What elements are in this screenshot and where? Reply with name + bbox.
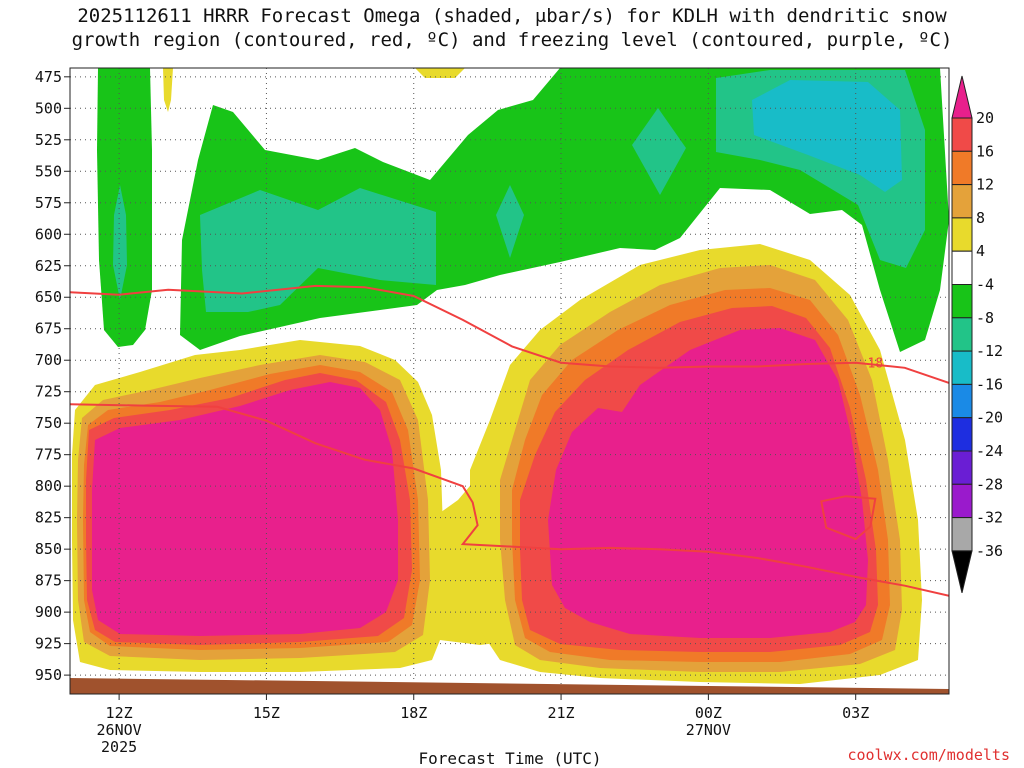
y-tick-label-775: 775 <box>35 446 62 464</box>
y-tick-label-900: 900 <box>35 603 62 621</box>
dgz-contour-top <box>70 284 949 384</box>
y-axis: 475 500 525 550 575 600 625 650 675 700 725 750 775 8… <box>35 68 70 684</box>
y-tick-label-850: 850 <box>35 540 62 558</box>
x-tick-label-21Z: 21Z <box>548 704 575 722</box>
omega-yellow-patch-top-small <box>163 68 173 112</box>
colorbar-label-11: -28 <box>976 475 1003 493</box>
x-tick-label-15Z: 15Z <box>253 704 280 722</box>
colorbar-label-1: 16 <box>976 142 994 160</box>
colorbar-cell-12 <box>951 483 973 519</box>
colorbar-cell-13 <box>951 517 973 552</box>
colorbar: 20 16 12 8 4 -4 -8 -12 -16 -20 -24 -28 -32 -36 <box>951 75 1003 594</box>
colorbar-cell-8 <box>951 350 973 385</box>
omega-teal-region-center-right <box>632 108 686 195</box>
colorbar-label-0: 20 <box>976 109 994 127</box>
x-tick-year-12Z: 2025 <box>101 738 137 756</box>
omega-teal-region-left-strip <box>113 185 127 300</box>
omega-teal-region-small <box>496 185 524 258</box>
y-tick-label-875: 875 <box>35 572 62 590</box>
y-tick-label-925: 925 <box>35 635 62 653</box>
x-axis-label: Forecast Time (UTC) <box>418 749 601 768</box>
y-tick-label-650: 650 <box>35 288 62 306</box>
dgz-contour-bottom <box>70 403 949 597</box>
colorbar-cell-3 <box>951 184 973 219</box>
omega-teal-region-center <box>200 188 436 312</box>
colorbar-label-5: -4 <box>976 276 994 294</box>
colorbar-label-9: -20 <box>976 409 1003 427</box>
colorbar-cell-9 <box>951 383 973 419</box>
x-tick-label-12Z: 12Z <box>106 704 133 722</box>
y-tick-label-625: 625 <box>35 257 62 275</box>
y-tick-label-575: 575 <box>35 194 62 212</box>
y-tick-label-750: 750 <box>35 414 62 432</box>
x-tick-label-03Z: 03Z <box>842 704 869 722</box>
y-tick-label-475: 475 <box>35 68 62 86</box>
colorbar-cell-11 <box>951 450 973 485</box>
colorbar-cell-6 <box>951 284 973 319</box>
colorbar-cell-1 <box>951 117 973 152</box>
colorbar-label-10: -24 <box>976 442 1003 460</box>
colorbar-label-2: 12 <box>976 176 994 194</box>
colorbar-label-6: -8 <box>976 309 994 327</box>
chart-title: 2025112611 HRRR Forecast Omega (shaded, … <box>0 4 1024 52</box>
colorbar-label-7: -12 <box>976 342 1003 360</box>
plot-frame <box>69 67 950 695</box>
x-tick-date-12Z: 26NOV <box>97 721 142 739</box>
y-tick-label-825: 825 <box>35 509 62 527</box>
y-tick-label-700: 700 <box>35 351 62 369</box>
x-tick-label-00Z: 00Z <box>695 704 722 722</box>
colorbar-label-13: -36 <box>976 542 1003 560</box>
omega-cyan-region-right <box>752 80 902 192</box>
colorbar-cell-gt20 <box>951 75 973 119</box>
colorbar-cell-10 <box>951 417 973 452</box>
colorbar-label-3: 8 <box>976 209 985 227</box>
colorbar-cell-lt-36 <box>951 550 973 594</box>
colorbar-cell-2 <box>951 150 973 186</box>
x-tick-label-18Z: 18Z <box>400 704 427 722</box>
y-tick-label-675: 675 <box>35 320 62 338</box>
dgz-contour-label: -18 <box>860 357 883 372</box>
dgz-contour-small-loop <box>820 495 877 541</box>
chart-title-line-1: 2025112611 HRRR Forecast Omega (shaded, … <box>77 5 947 27</box>
y-tick-label-800: 800 <box>35 477 62 495</box>
colorbar-label-12: -32 <box>976 509 1003 527</box>
dgz-contours: -18 <box>70 284 949 597</box>
ground-surface <box>70 678 949 694</box>
y-tick-label-550: 550 <box>35 162 62 180</box>
colorbar-label-4: 4 <box>976 242 985 260</box>
colorbar-cell-5 <box>951 250 973 285</box>
y-tick-label-600: 600 <box>35 225 62 243</box>
y-tick-label-725: 725 <box>35 383 62 401</box>
y-tick-label-525: 525 <box>35 131 62 149</box>
credit-text: coolwx.com/modelts <box>847 746 1010 764</box>
chart-title-line-2: growth region (contoured, red, ºC) and f… <box>71 29 953 51</box>
colorbar-cell-4 <box>951 217 973 252</box>
colorbar-cell-7 <box>951 317 973 352</box>
colorbar-label-8: -16 <box>976 375 1003 393</box>
omega-yellow-patch-top-center <box>415 68 465 78</box>
x-tick-date-00Z: 27NOV <box>686 721 731 739</box>
y-tick-label-950: 950 <box>35 666 62 684</box>
y-tick-label-500: 500 <box>35 99 62 117</box>
